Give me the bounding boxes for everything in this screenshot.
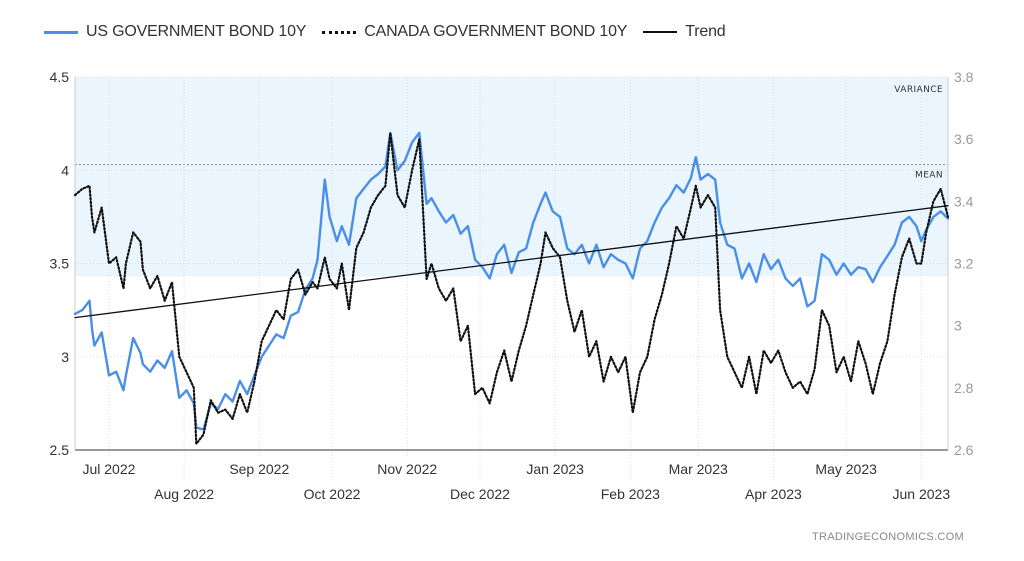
- legend-swatch-canada: [322, 30, 357, 34]
- legend-label-canada: CANADA GOVERNMENT BOND 10Y: [364, 23, 628, 40]
- y-tick-label-right: 3.6: [954, 131, 974, 147]
- legend-item-us[interactable]: US GOVERNMENT BOND 10Y: [44, 23, 306, 41]
- y-tick-label-right: 2.6: [954, 442, 974, 458]
- x-tick-label: Jun 2023: [893, 486, 951, 502]
- x-tick-label: Apr 2023: [745, 486, 802, 502]
- x-tick-label: Sep 2022: [229, 461, 289, 477]
- legend-swatch-trend: [643, 31, 678, 33]
- y-tick-label-left: 4: [61, 162, 69, 178]
- legend-item-canada[interactable]: CANADA GOVERNMENT BOND 10Y: [322, 23, 627, 41]
- y-tick-label-left: 4.5: [50, 69, 70, 85]
- legend-item-trend[interactable]: Trend: [643, 23, 726, 41]
- source-credit[interactable]: TRADINGECONOMICS.COM: [811, 531, 964, 543]
- chart-legend: US GOVERNMENT BOND 10Y CANADA GOVERNMENT…: [44, 20, 741, 44]
- x-tick-label: Feb 2023: [601, 486, 660, 502]
- y-tick-label-right: 3.8: [954, 69, 974, 85]
- x-tick-label: Dec 2022: [450, 486, 510, 502]
- x-tick-label: Jul 2022: [82, 461, 135, 477]
- trend-line: [74, 205, 949, 319]
- y-tick-label-right: 2.8: [954, 380, 974, 396]
- y-tick-label-left: 2.5: [50, 442, 70, 458]
- y-tick-label-right: 3.4: [954, 193, 974, 209]
- legend-swatch-us: [44, 30, 78, 34]
- variance-annotation: VARIANCE: [894, 85, 943, 95]
- y-tick-label-right: 3: [954, 318, 962, 334]
- variance-band: [75, 77, 948, 277]
- mean-annotation: MEAN: [915, 171, 943, 181]
- y-tick-label-right: 3.2: [954, 256, 974, 272]
- x-tick-label: May 2023: [815, 461, 877, 477]
- x-tick-label: Oct 2022: [304, 486, 361, 502]
- y-tick-label-left: 3.5: [50, 256, 70, 272]
- series-line-canada: [73, 131, 950, 445]
- legend-label-trend: Trend: [685, 23, 726, 40]
- x-tick-label: Mar 2023: [669, 461, 728, 477]
- x-tick-label: Jan 2023: [526, 461, 584, 477]
- legend-label-us: US GOVERNMENT BOND 10Y: [86, 23, 307, 40]
- y-tick-label-left: 3: [61, 349, 69, 365]
- x-tick-label: Aug 2022: [154, 486, 214, 502]
- x-tick-label: Nov 2022: [377, 461, 437, 477]
